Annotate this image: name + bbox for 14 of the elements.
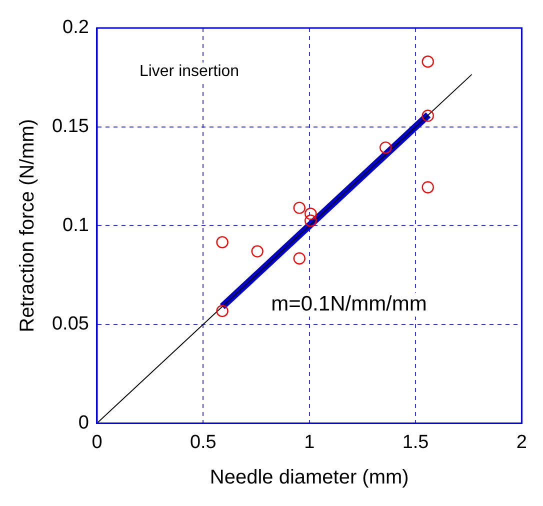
x-tick-label: 2 xyxy=(516,432,528,453)
y-tick-label: 0.2 xyxy=(62,17,89,38)
y-tick-label: 0.1 xyxy=(62,214,89,236)
x-tick-label: 0 xyxy=(92,432,102,453)
x-tick-label: 0.5 xyxy=(190,432,216,453)
y-tick-label: 0.05 xyxy=(52,314,89,335)
annotation: m=0.1N/mm/mm xyxy=(271,292,427,316)
x-axis-title: Needle diameter (mm) xyxy=(210,466,409,489)
annotation: Liver insertion xyxy=(139,62,240,80)
x-tick-label: 1.5 xyxy=(402,432,429,453)
y-tick-label: 0 xyxy=(78,412,89,434)
y-axis-title: Retraction force (N/mm) xyxy=(16,118,39,332)
y-tick-label: 0.15 xyxy=(52,116,89,138)
x-tick-label: 1 xyxy=(304,432,315,453)
